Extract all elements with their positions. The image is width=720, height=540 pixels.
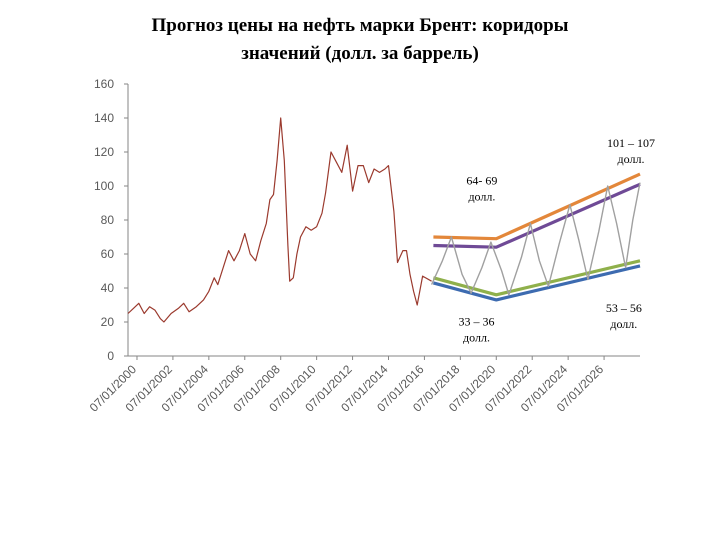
- annotation-value: 33 – 36: [459, 314, 495, 328]
- series-group: [128, 118, 640, 322]
- axes: [128, 84, 640, 356]
- annotation-ann-lower-start: 33 – 36 долл.: [459, 314, 495, 344]
- annotation-unit: долл.: [610, 317, 637, 331]
- series-line-lower-low: [433, 266, 640, 300]
- annotation-ann-lower-end: 53 – 56 долл.: [606, 301, 642, 331]
- annotation-unit: долл.: [468, 189, 495, 203]
- y-tick-label: 0: [107, 349, 114, 363]
- annotation-value: 101 – 107: [607, 136, 655, 150]
- annotation-unit: долл.: [463, 330, 490, 344]
- x-axis-ticks: 07/01/200007/01/200207/01/200407/01/2006…: [87, 356, 607, 415]
- y-tick-label: 80: [101, 213, 115, 227]
- y-tick-label: 140: [94, 111, 114, 125]
- y-tick-label: 100: [94, 179, 114, 193]
- y-tick-label: 20: [101, 315, 115, 329]
- y-tick-label: 40: [101, 281, 115, 295]
- y-axis-ticks: 0 20 40 60 80 100 120 140 160: [94, 77, 128, 363]
- y-tick-label: 60: [101, 247, 115, 261]
- annotation-value: 53 – 56: [606, 301, 642, 315]
- annotation-unit: долл.: [618, 152, 645, 166]
- annotation-ann-upper-start: 64- 69 долл.: [466, 173, 497, 203]
- y-tick-label: 160: [94, 77, 114, 91]
- annotation-value: 64- 69: [466, 173, 497, 187]
- series-line-historical: [128, 118, 432, 322]
- annotation-ann-upper-end: 101 – 107 долл.: [607, 136, 655, 166]
- y-tick-label: 120: [94, 145, 114, 159]
